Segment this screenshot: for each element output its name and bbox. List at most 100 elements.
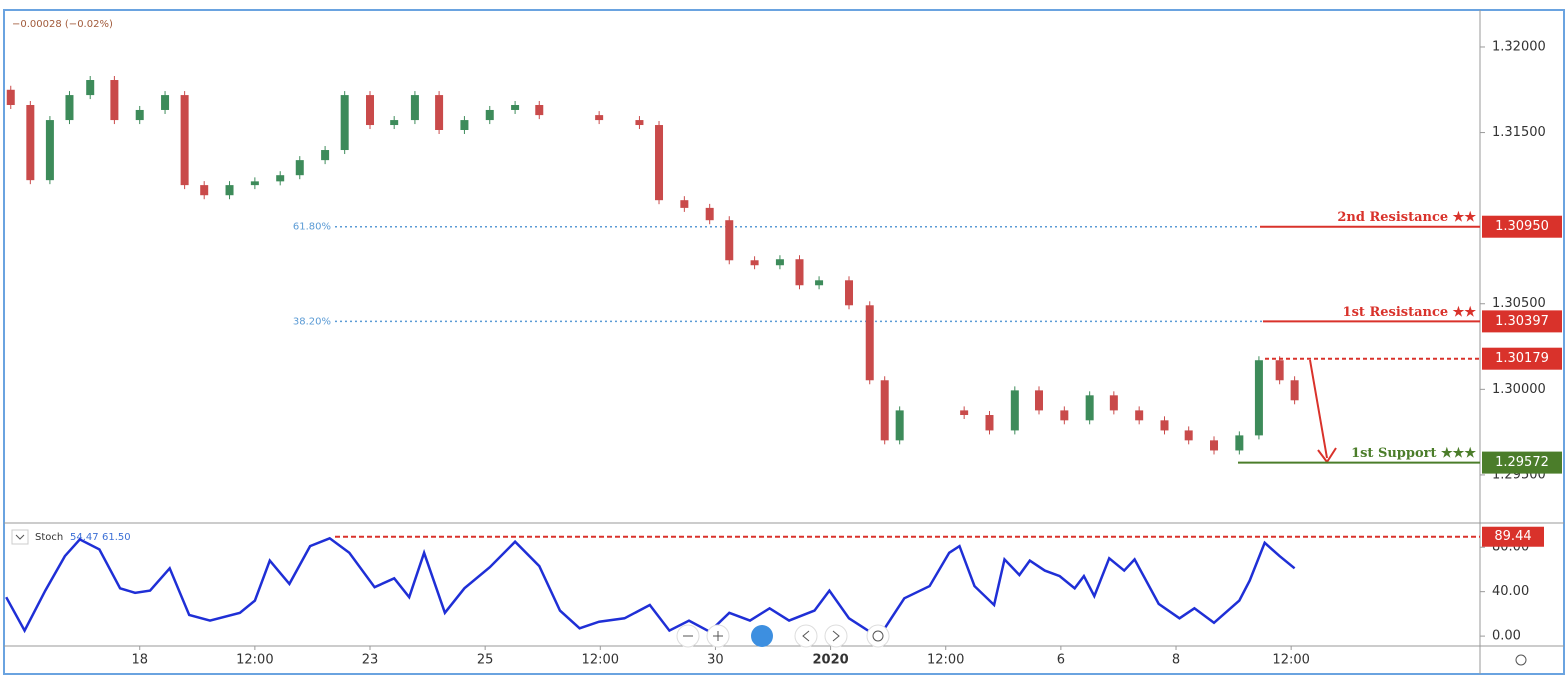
candle-body xyxy=(1254,360,1263,436)
x-tick-label: 12:00 xyxy=(236,653,273,668)
candle-body xyxy=(6,89,15,106)
x-tick-label: 12:00 xyxy=(927,653,964,668)
frame xyxy=(3,9,1565,675)
fib-label: 38.20% xyxy=(293,316,331,327)
candle-body xyxy=(815,280,824,286)
candle-body xyxy=(110,80,119,121)
candle-body xyxy=(366,95,375,126)
candle-body xyxy=(26,105,35,181)
level-tag xyxy=(1482,347,1562,370)
candle-body xyxy=(45,120,54,181)
candle-body xyxy=(511,105,520,110)
level-label: 1st Support ★★★ xyxy=(1351,446,1476,461)
right-icon xyxy=(832,630,840,642)
refresh[interactable] xyxy=(866,624,890,648)
x-tick-label: 2020 xyxy=(812,653,848,668)
collapse-icon xyxy=(15,534,25,540)
collapse-button[interactable] xyxy=(11,529,29,545)
stoch-name: Stoch xyxy=(35,532,63,543)
candle-body xyxy=(321,150,330,161)
candle-body xyxy=(895,410,904,441)
candle-body xyxy=(655,125,664,201)
candle-body xyxy=(435,95,444,130)
candle-body xyxy=(1210,440,1219,451)
candle-body xyxy=(1135,410,1144,421)
candle-body xyxy=(225,185,234,196)
candle-body xyxy=(1275,360,1284,381)
candle-body xyxy=(410,95,419,121)
reset-button[interactable] xyxy=(751,625,773,647)
candle-body xyxy=(680,200,689,208)
candle-body xyxy=(1085,395,1094,421)
level-label: 1st Resistance ★★ xyxy=(1343,305,1477,320)
candle-body xyxy=(880,380,889,441)
candle-body xyxy=(295,160,304,176)
candle-body xyxy=(795,259,804,286)
candle-body xyxy=(1010,390,1019,431)
level-tag xyxy=(1482,215,1562,238)
candle-body xyxy=(200,185,209,196)
x-tick-label: 25 xyxy=(477,653,494,668)
scroll-left[interactable] xyxy=(794,624,818,648)
stoch-d: 61.50 xyxy=(102,532,131,543)
candle-body xyxy=(845,280,854,306)
stoch-y-tick-label: 0.00 xyxy=(1492,629,1521,644)
candle-body xyxy=(1184,430,1193,441)
stoch-line xyxy=(5,536,1296,634)
candle-body xyxy=(390,120,399,126)
x-tick-label: 12:00 xyxy=(582,653,619,668)
candle-body xyxy=(276,175,285,182)
candle-body xyxy=(485,109,494,121)
stoch-level-label: 89.44 xyxy=(1494,529,1531,544)
candle-body xyxy=(705,207,714,221)
stoch-level-tag xyxy=(1482,526,1544,547)
candle-body xyxy=(65,95,74,121)
candle-body xyxy=(180,95,189,186)
y-tick-label: 1.31500 xyxy=(1492,125,1546,140)
candle-body xyxy=(865,305,874,381)
candle-body xyxy=(86,80,95,96)
candle-body xyxy=(725,220,734,261)
forecast-arrow xyxy=(1309,359,1337,464)
candle-body xyxy=(985,415,994,431)
level-value-label: 1.29572 xyxy=(1495,455,1549,470)
level-tag xyxy=(1482,451,1562,474)
x-tick-label: 23 xyxy=(362,653,379,668)
settings-button[interactable] xyxy=(1515,654,1527,666)
level-value-label: 1.30179 xyxy=(1495,351,1549,366)
stoch-k: 54.47 xyxy=(70,532,99,543)
left-icon xyxy=(802,630,810,642)
x-tick-label: 8 xyxy=(1172,653,1180,668)
candle-body xyxy=(960,410,969,416)
candle-body xyxy=(1235,435,1244,451)
candle-body xyxy=(535,105,544,116)
y-tick-label: 1.30500 xyxy=(1492,296,1546,311)
scroll-right[interactable] xyxy=(824,624,848,648)
candle-body xyxy=(161,95,170,110)
candle-body xyxy=(595,115,604,121)
candle-body xyxy=(460,120,469,130)
header-change: −0.00028 (−0.02%) xyxy=(12,19,113,30)
fib-label: 61.80% xyxy=(293,222,331,233)
refresh-icon xyxy=(872,630,884,642)
candle-body xyxy=(750,260,759,266)
candle-body xyxy=(1060,410,1069,421)
level-value-label: 1.30950 xyxy=(1495,219,1549,234)
x-tick-label: 6 xyxy=(1057,653,1065,668)
candle-body xyxy=(1290,380,1299,401)
zoom-in-icon xyxy=(713,631,723,641)
y-tick-label: 1.30000 xyxy=(1492,382,1546,397)
x-tick-label: 30 xyxy=(707,653,724,668)
candle-body xyxy=(1034,390,1043,411)
candle-body xyxy=(135,109,144,121)
candle-body xyxy=(340,95,349,151)
candle-body xyxy=(635,120,644,126)
level-value-label: 1.30397 xyxy=(1495,314,1549,329)
candle-body xyxy=(775,259,784,266)
candle-body xyxy=(250,181,259,186)
nav-controls xyxy=(676,624,890,648)
candle-body xyxy=(1160,420,1169,431)
level-label: 2nd Resistance ★★ xyxy=(1337,210,1476,225)
candle-body xyxy=(1109,395,1118,411)
